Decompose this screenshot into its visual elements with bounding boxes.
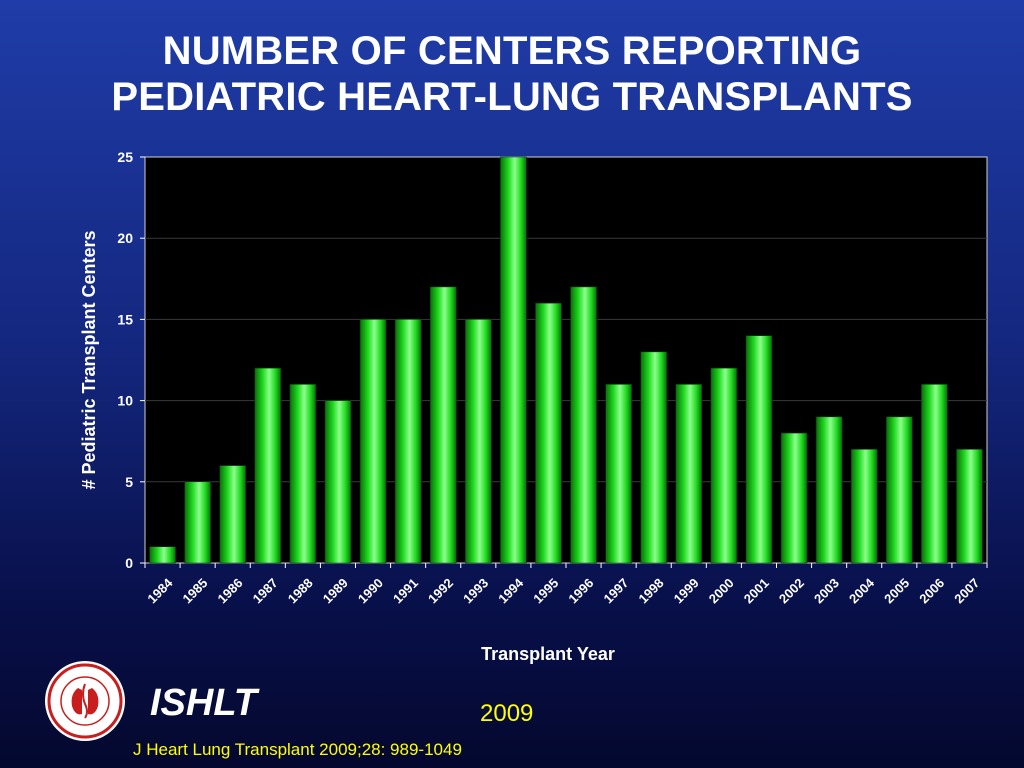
bar-2007 bbox=[956, 449, 983, 564]
bar-1987 bbox=[254, 367, 282, 564]
bar-2005 bbox=[886, 416, 913, 564]
bar-2000 bbox=[710, 367, 738, 564]
x-tick-label: 2003 bbox=[811, 575, 842, 606]
citation: J Heart Lung Transplant 2009;28: 989-104… bbox=[133, 740, 462, 759]
x-tick-label: 2000 bbox=[706, 575, 737, 606]
title-line-1: NUMBER OF CENTERS REPORTING bbox=[162, 29, 862, 73]
x-tick-label: 1997 bbox=[600, 575, 631, 606]
bar-2001 bbox=[745, 335, 773, 564]
plot-area bbox=[144, 156, 988, 564]
bar-2004 bbox=[850, 449, 878, 564]
x-tick-label: 1999 bbox=[671, 575, 702, 606]
x-tick-label: 1998 bbox=[636, 575, 667, 606]
bar-1984 bbox=[149, 546, 176, 564]
bar-1996 bbox=[570, 286, 597, 564]
x-tick-label: 1990 bbox=[355, 575, 386, 606]
y-tick-label: 10 bbox=[117, 393, 133, 409]
year-label: 2009 bbox=[480, 700, 534, 727]
y-tick-label: 20 bbox=[117, 230, 133, 246]
bar-1990 bbox=[359, 319, 387, 564]
x-tick-label: 2001 bbox=[741, 575, 772, 606]
x-tick-label: 1989 bbox=[320, 575, 351, 606]
x-tick-label: 1992 bbox=[425, 575, 456, 606]
x-tick-label: 1986 bbox=[215, 575, 246, 606]
title-line-2: PEDIATRIC HEART-LUNG TRANSPLANTS bbox=[111, 75, 913, 119]
x-tick-label: 2002 bbox=[776, 575, 807, 606]
bar-2002 bbox=[780, 432, 808, 564]
x-tick-label: 1987 bbox=[250, 575, 281, 606]
bar-1986 bbox=[219, 465, 246, 564]
bar-1997 bbox=[605, 384, 632, 564]
x-tick-label: 1985 bbox=[179, 575, 210, 606]
x-tick-label: 2005 bbox=[881, 575, 912, 606]
bar-1993 bbox=[465, 319, 492, 564]
x-axis-label: Transplant Year bbox=[481, 644, 615, 664]
x-tick-label: 1994 bbox=[495, 575, 527, 607]
x-tick-label: 2004 bbox=[846, 575, 878, 607]
slide-title: NUMBER OF CENTERS REPORTING PEDIATRIC HE… bbox=[0, 28, 1024, 120]
y-tick-label: 5 bbox=[125, 474, 133, 490]
x-tick-label: 1984 bbox=[144, 575, 176, 607]
y-tick-label: 25 bbox=[117, 149, 133, 165]
bar-1989 bbox=[324, 400, 352, 564]
bar-1999 bbox=[675, 384, 703, 564]
bar-1995 bbox=[535, 302, 562, 564]
x-tick-label: 1988 bbox=[285, 575, 316, 606]
bar-1994 bbox=[500, 156, 527, 564]
x-tick-label: 1991 bbox=[390, 575, 421, 606]
ishlt-logo bbox=[45, 661, 125, 741]
bar-1985 bbox=[184, 481, 211, 564]
y-axis-label: # Pediatric Transplant Centers bbox=[79, 230, 99, 489]
x-tick-label: 1996 bbox=[565, 575, 596, 606]
brand-label: ISHLT bbox=[150, 682, 257, 724]
y-tick-label: 15 bbox=[117, 311, 133, 327]
bar-1988 bbox=[289, 384, 317, 564]
x-tick-label: 1993 bbox=[460, 575, 491, 606]
bar-1992 bbox=[429, 286, 457, 564]
x-tick-label: 2007 bbox=[951, 575, 982, 606]
gridlines bbox=[145, 237, 987, 483]
bar-1991 bbox=[394, 319, 422, 564]
bar-2003 bbox=[815, 416, 843, 564]
x-axis-ticks: 1984 1985 1986 1987 1988 1989 1990 1991 1992 1993… bbox=[144, 563, 988, 607]
x-tick-label: 2006 bbox=[916, 575, 947, 606]
y-tick-label: 0 bbox=[125, 555, 133, 571]
bar-2006 bbox=[921, 384, 948, 564]
bar-1998 bbox=[640, 351, 667, 564]
x-tick-label: 1995 bbox=[530, 575, 561, 606]
y-axis-ticks: 0 5 10 15 20 25 bbox=[117, 149, 145, 571]
bars-group bbox=[149, 156, 983, 564]
